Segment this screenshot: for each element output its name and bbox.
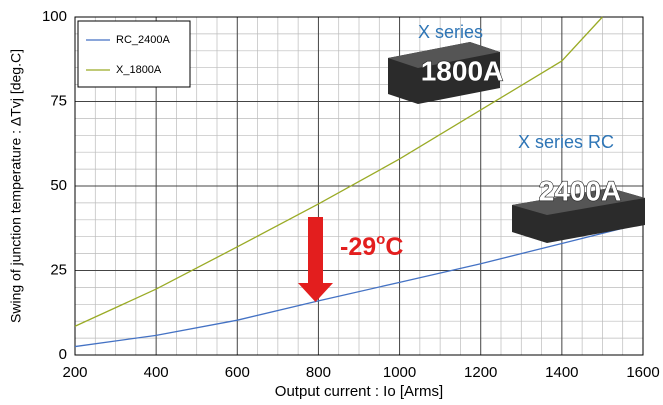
legend-label: RC_2400A (116, 34, 170, 46)
x-tick-label: 800 (306, 364, 331, 381)
annotation: X series RC (518, 132, 614, 152)
y-tick-label: 50 (50, 177, 67, 194)
x-tick-label: 1000 (383, 364, 416, 381)
x-tick-label: 1400 (545, 364, 578, 381)
x-tick-label: 200 (62, 364, 87, 381)
lines (74, 16, 644, 348)
module-top (388, 42, 500, 68)
x-axis-label: Output current : Io [Arms] (275, 383, 443, 400)
annotation-part: C (385, 233, 403, 261)
series-line (74, 16, 603, 327)
y-tick-label: 75 (50, 92, 67, 109)
y-tick-label: 0 (59, 346, 67, 363)
module-1800a (388, 42, 500, 104)
legend-label: X_1800A (116, 64, 162, 76)
module-top (512, 188, 645, 215)
y-tick-label: 100 (42, 8, 67, 25)
module-2400a (512, 188, 645, 243)
annotation: -29oC (340, 231, 403, 261)
arrow (298, 217, 333, 302)
annotation: 1800A (421, 55, 504, 86)
arrow-head (298, 283, 333, 302)
y-tick-label: 25 (50, 261, 67, 278)
annotation-part: -29 (340, 233, 376, 261)
x-tick-label: 1600 (626, 364, 659, 381)
annotation: 2400A (539, 175, 622, 206)
legend-box (77, 20, 191, 88)
series-line (74, 222, 644, 348)
arrow-shaft (308, 217, 323, 285)
annotation: X series (418, 22, 483, 42)
y-axis-label: Swing of junction temperature : ΔTvj [de… (8, 49, 24, 323)
plot-frame (74, 16, 644, 356)
legend: RC_2400A X_1800A (77, 20, 191, 88)
annotation-part: o (376, 231, 385, 248)
x-tick-label: 1200 (464, 364, 497, 381)
x-tick-label: 400 (144, 364, 169, 381)
x-tick-label: 600 (225, 364, 250, 381)
